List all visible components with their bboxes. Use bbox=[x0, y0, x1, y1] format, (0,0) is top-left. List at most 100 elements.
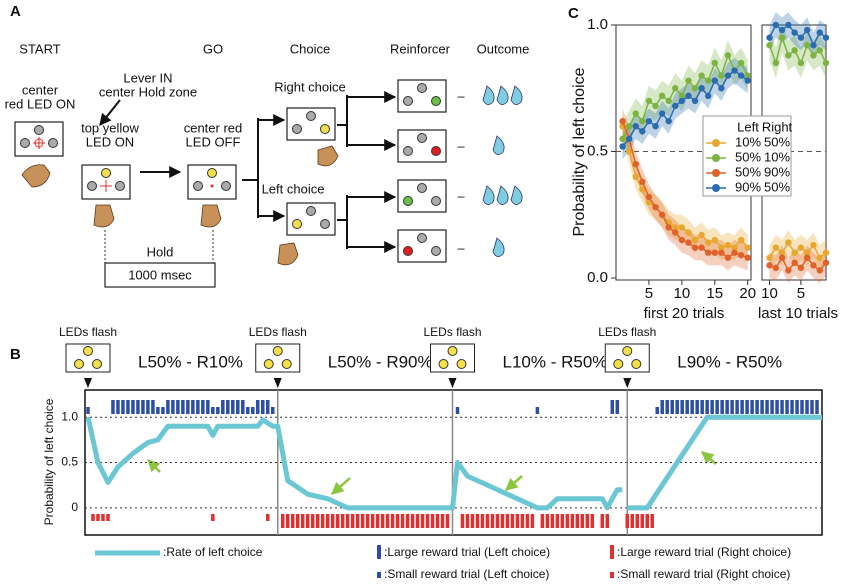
flash-label: LEDs flash bbox=[59, 325, 117, 339]
hand bbox=[317, 145, 339, 167]
reward-tick bbox=[111, 400, 115, 414]
legend-label: :Rate of left choice bbox=[163, 545, 263, 559]
reward-tick bbox=[131, 400, 135, 414]
data-point bbox=[724, 254, 732, 261]
stage: START bbox=[19, 41, 60, 56]
reward-tick bbox=[360, 514, 365, 528]
reward-tick bbox=[480, 514, 485, 528]
data-point bbox=[698, 231, 705, 239]
data-point bbox=[816, 267, 823, 274]
data-point bbox=[672, 102, 679, 110]
data-point bbox=[632, 110, 639, 117]
reward-tick bbox=[510, 514, 515, 528]
reward-tick bbox=[545, 514, 550, 528]
reward-tick bbox=[740, 400, 744, 414]
reward-tick bbox=[385, 514, 390, 528]
data-point bbox=[678, 236, 686, 244]
reward-tick bbox=[266, 400, 270, 414]
led bbox=[306, 206, 316, 216]
data-point bbox=[791, 249, 798, 256]
reward-tick bbox=[440, 514, 445, 528]
led bbox=[263, 359, 274, 369]
data-point bbox=[724, 72, 732, 79]
reward-tick bbox=[485, 514, 490, 528]
data-point bbox=[711, 77, 718, 84]
led bbox=[403, 96, 413, 106]
reward-tick bbox=[540, 514, 545, 528]
data-point bbox=[772, 264, 780, 272]
data-point bbox=[672, 229, 679, 236]
reward-tick bbox=[390, 514, 395, 528]
reward-tick bbox=[330, 514, 335, 528]
stage: Choice bbox=[290, 41, 330, 56]
led bbox=[115, 181, 125, 191]
reward-tick bbox=[415, 514, 420, 528]
legend-label: 10% bbox=[735, 134, 761, 149]
reward-tick bbox=[216, 407, 220, 414]
note: LED ON bbox=[86, 134, 134, 149]
data-point bbox=[803, 249, 811, 256]
data-point bbox=[691, 244, 699, 251]
data-point bbox=[791, 47, 798, 54]
data-point bbox=[724, 241, 732, 249]
reward-tick bbox=[325, 514, 330, 528]
data-point bbox=[619, 117, 626, 125]
led bbox=[438, 359, 449, 369]
reward-tick bbox=[645, 514, 649, 528]
data-point bbox=[639, 186, 646, 193]
led bbox=[403, 196, 413, 206]
reward-tick bbox=[705, 400, 709, 414]
led bbox=[292, 219, 302, 229]
series-line bbox=[769, 256, 827, 272]
annotation-arrow bbox=[147, 459, 161, 473]
reward-tick bbox=[345, 514, 350, 528]
reward-tick bbox=[241, 400, 245, 414]
reward-tick bbox=[410, 514, 415, 528]
led bbox=[417, 183, 427, 193]
reward-tick bbox=[475, 514, 480, 528]
legend-swatch bbox=[610, 545, 614, 559]
reward-tick bbox=[730, 400, 734, 414]
led bbox=[431, 196, 441, 206]
led bbox=[292, 124, 302, 134]
drop bbox=[496, 185, 509, 205]
reward-tick bbox=[430, 514, 435, 528]
reward-tick bbox=[810, 400, 814, 414]
reward-tick bbox=[91, 514, 95, 521]
pointer bbox=[99, 99, 121, 126]
reward-tick bbox=[520, 514, 525, 528]
reinforcer-boxes bbox=[397, 79, 447, 263]
reward-tick bbox=[211, 407, 215, 414]
reward-tick bbox=[795, 400, 799, 414]
reward-tick bbox=[310, 514, 315, 528]
legend-label: :Small reward trial (Right choice) bbox=[617, 567, 790, 581]
reward-tick bbox=[305, 514, 310, 528]
led bbox=[210, 184, 214, 188]
block-marker bbox=[273, 378, 282, 388]
led bbox=[417, 233, 427, 243]
data-point bbox=[665, 117, 672, 125]
series-line bbox=[768, 23, 827, 48]
reward-tick bbox=[270, 407, 275, 414]
data-point bbox=[791, 259, 798, 267]
dash: – bbox=[457, 88, 465, 103]
data-point bbox=[704, 239, 712, 246]
led bbox=[207, 168, 217, 178]
data-point bbox=[718, 85, 725, 92]
legend-swatch bbox=[377, 545, 381, 559]
block-marker bbox=[448, 378, 457, 388]
data-point bbox=[658, 92, 666, 100]
panel-label: A bbox=[10, 3, 21, 20]
legend-swatch bbox=[712, 169, 720, 177]
data-point bbox=[678, 97, 686, 105]
data-point bbox=[652, 102, 659, 110]
legend-header: Right bbox=[762, 119, 793, 134]
data-point bbox=[810, 42, 817, 49]
reward-tick bbox=[490, 514, 495, 528]
block-marker bbox=[84, 378, 92, 388]
legend-label: 50% bbox=[735, 164, 761, 179]
reward-tick bbox=[605, 514, 610, 528]
reward-tick bbox=[300, 514, 305, 528]
hold-zone bbox=[100, 180, 112, 192]
reward-tick bbox=[246, 407, 250, 414]
